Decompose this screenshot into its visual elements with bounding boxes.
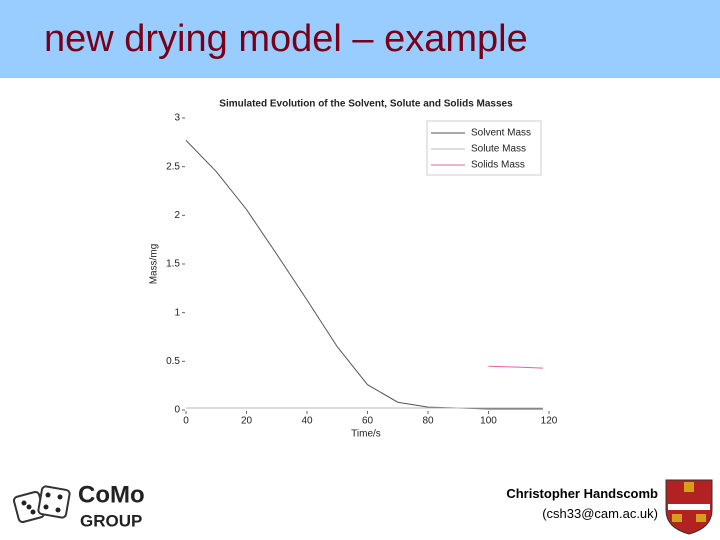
legend-label: Solvent Mass [471, 128, 531, 139]
x-axis-label: Time/s [351, 429, 381, 440]
series-line [488, 365, 543, 369]
header: new drying model – example [0, 0, 720, 78]
y-tick-label: 2 [174, 210, 180, 221]
logo-name: CoMo [78, 481, 145, 508]
y-tick-label: 3 [174, 113, 180, 124]
chart-title: Simulated Evolution of the Solvent, Solu… [219, 99, 513, 110]
x-tick-label: 80 [422, 416, 434, 427]
y-tick-label: 1.5 [166, 259, 180, 270]
slide-title: new drying model – example [44, 18, 528, 60]
y-tick-label: 0.5 [166, 356, 180, 367]
y-tick-label: 0 [174, 405, 180, 416]
x-tick-label: 0 [183, 416, 189, 427]
logo-sub: GROUP [80, 511, 142, 530]
x-tick-label: 60 [362, 416, 374, 427]
dice-icon [12, 485, 71, 524]
y-axis-label: Mass/mg [149, 244, 160, 285]
author: Christopher Handscomb [506, 486, 658, 501]
legend-label: Solute Mass [471, 144, 526, 155]
legend-label: Solids Mass [471, 160, 525, 171]
crest-icon [665, 479, 713, 535]
x-tick-label: 100 [480, 416, 497, 427]
x-tick-label: 120 [541, 416, 558, 427]
legend-box [426, 120, 542, 176]
series-line [185, 140, 543, 410]
x-tick-label: 40 [301, 416, 313, 427]
x-tick-label: 20 [241, 416, 253, 427]
y-tick-label: 1 [174, 307, 180, 318]
email: (csh33@cam.ac.uk) [542, 506, 658, 521]
y-tick-label: 2.5 [166, 161, 180, 172]
